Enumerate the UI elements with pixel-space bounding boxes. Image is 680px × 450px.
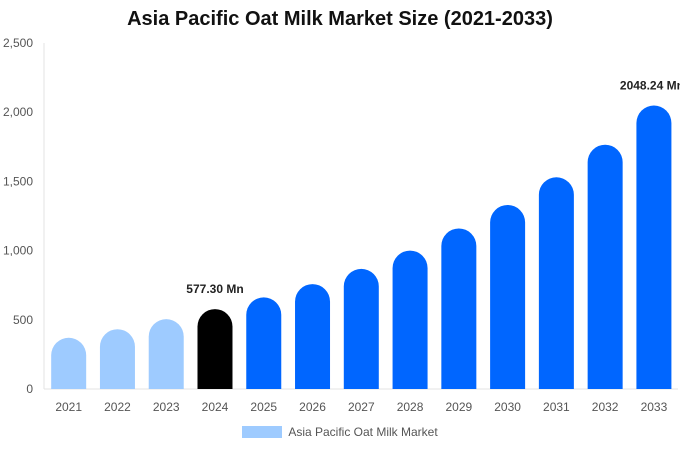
bar-2029[interactable] [441, 228, 477, 389]
x-tick-label: 2029 [445, 400, 472, 414]
x-tick-label: 2027 [348, 400, 375, 414]
x-tick-label: 2028 [397, 400, 424, 414]
bar-2022[interactable] [99, 329, 135, 389]
x-tick-label: 2026 [299, 400, 326, 414]
bar-2030[interactable] [490, 204, 526, 389]
y-tick-label: 1,500 [3, 174, 33, 188]
x-tick-label: 2024 [202, 400, 229, 414]
x-tick-label: 2021 [55, 400, 82, 414]
y-tick-label: 1,000 [3, 244, 33, 258]
bar-2025[interactable] [246, 297, 282, 389]
x-tick-label: 2023 [153, 400, 180, 414]
data-label-2033: 2048.24 Mn [620, 79, 680, 93]
y-tick-label: 2,000 [3, 105, 33, 119]
x-tick-label: 2025 [250, 400, 277, 414]
y-tick-label: 0 [26, 382, 33, 396]
x-tick-label: 2031 [543, 400, 570, 414]
legend[interactable]: Asia Pacific Oat Milk Market [0, 425, 680, 439]
bar-2028[interactable] [392, 250, 428, 389]
bar-2027[interactable] [343, 268, 379, 389]
x-tick-label: 2032 [592, 400, 619, 414]
x-tick-label: 2033 [641, 400, 668, 414]
bar-2031[interactable] [538, 177, 574, 389]
legend-label: Asia Pacific Oat Milk Market [288, 425, 438, 439]
data-label-2024: 577.30 Mn [186, 282, 243, 296]
x-tick-label: 2030 [494, 400, 521, 414]
chart-title: Asia Pacific Oat Milk Market Size (2021-… [127, 8, 553, 30]
bar-2024[interactable] [197, 309, 233, 389]
bar-2021[interactable] [51, 337, 87, 389]
x-tick-label: 2022 [104, 400, 131, 414]
bar-2032[interactable] [587, 144, 623, 389]
bar-2026[interactable] [295, 284, 331, 389]
y-tick-label: 500 [13, 313, 33, 327]
bar-2033[interactable] [636, 105, 672, 389]
bar-2023[interactable] [148, 319, 184, 389]
legend-swatch [242, 426, 283, 438]
y-tick-label: 2,500 [3, 36, 33, 50]
